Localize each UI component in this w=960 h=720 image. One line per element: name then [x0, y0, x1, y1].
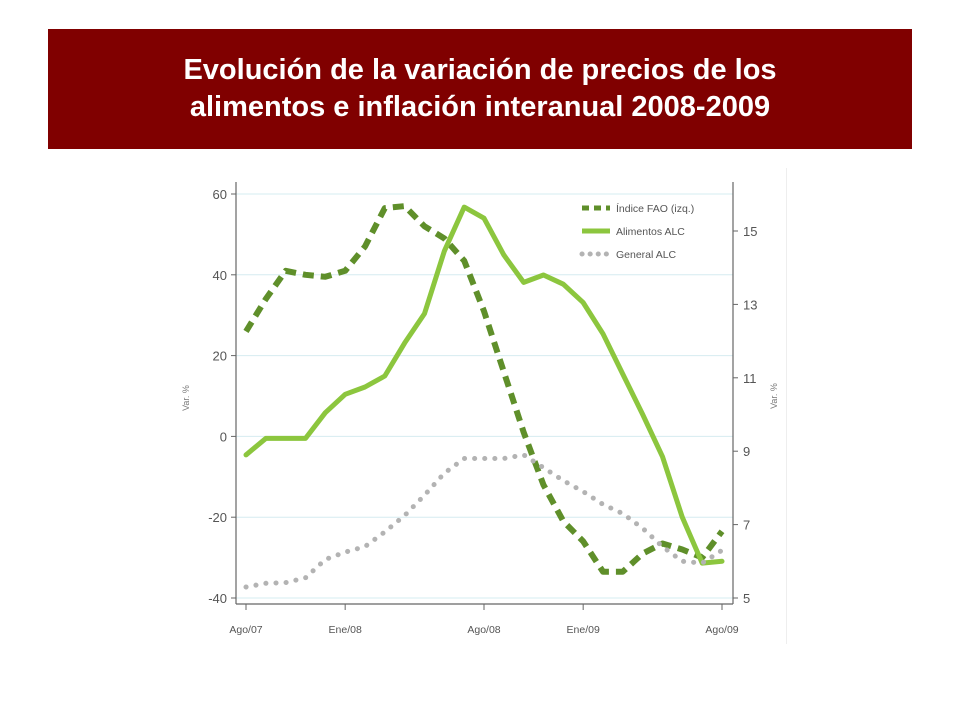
legend-label-3: General ALC: [616, 249, 677, 261]
series-line-1: [243, 203, 725, 575]
x-tick-label: Ago/07: [229, 624, 262, 636]
right-tick-label: 9: [743, 444, 750, 459]
chart-container: 60 40 20 0 -20 -40 15 13 11 9 7 5 Var. % Var. % Ago/07…: [170, 168, 787, 644]
left-tick-label: 40: [213, 268, 227, 283]
right-tick-label: 11: [743, 371, 757, 386]
axes: 60 40 20 0 -20 -40 15 13 11 9 7 5 Var. % Var. % Ago/07…: [181, 182, 779, 636]
left-tick-label: -20: [208, 510, 227, 525]
right-tick-label: 7: [743, 518, 750, 533]
grid-lines: [236, 193, 733, 599]
legend-label-2: Alimentos ALC: [616, 226, 685, 238]
right-tick-label: 13: [743, 297, 757, 312]
legend-label-1: Índice FAO (izq.): [616, 202, 694, 215]
x-tick-label: Ago/09: [705, 624, 738, 636]
left-tick-label: 0: [220, 429, 227, 444]
slide-title-line-1: Evolución de la variación de precios de …: [183, 54, 777, 86]
x-tick-label: Ago/08: [467, 624, 500, 636]
right-tick-label: 15: [743, 224, 757, 239]
left-tick-label: 60: [213, 187, 227, 202]
series-line-2: [243, 204, 725, 566]
right-axis-title: Var. %: [769, 383, 779, 409]
slide-title: Evolución de la variación de precios de …: [90, 52, 870, 126]
slide-title-banner: Evolución de la variación de precios de …: [48, 29, 912, 149]
left-axis-title: Var. %: [181, 385, 191, 411]
slide-title-line-2: alimentos e inflación interanual 2008-20…: [189, 91, 771, 123]
line-chart: 60 40 20 0 -20 -40 15 13 11 9 7 5 Var. % Var. % Ago/07…: [181, 182, 779, 636]
right-tick-label: 5: [743, 591, 750, 606]
x-tick-label: Ene/09: [567, 624, 600, 636]
series-lines: [243, 203, 725, 590]
x-tick-label: Ene/08: [329, 624, 362, 636]
left-tick-label: -40: [208, 591, 227, 606]
series-line-3: [243, 452, 725, 590]
left-tick-label: 20: [213, 349, 227, 364]
legend: Índice FAO (izq.) Alimentos ALC General AL…: [579, 202, 694, 261]
